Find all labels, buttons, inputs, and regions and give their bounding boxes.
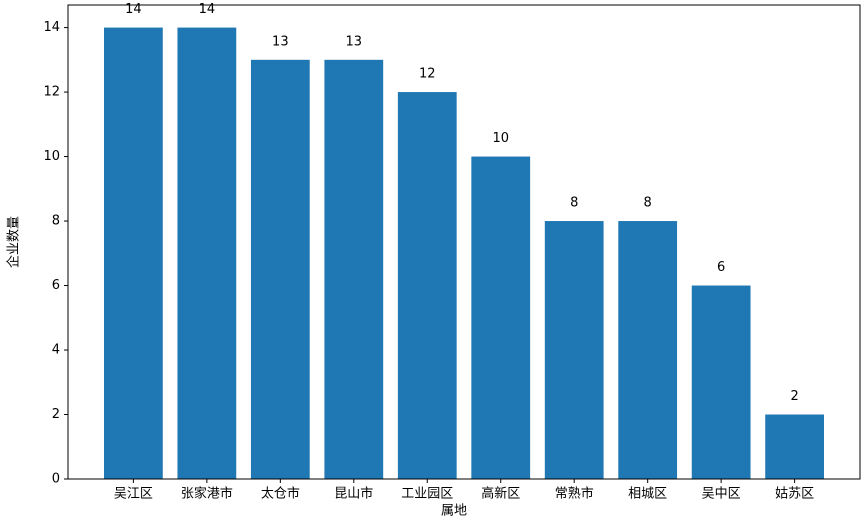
bar xyxy=(397,92,457,480)
bar xyxy=(765,414,824,479)
value-label: 8 xyxy=(570,196,578,211)
value-label: 14 xyxy=(125,2,142,17)
y-tick-label: 10 xyxy=(43,149,60,164)
x-tick-label: 相城区 xyxy=(628,487,667,502)
x-tick-label: 昆山市 xyxy=(334,486,373,502)
value-label: 2 xyxy=(790,389,798,404)
value-label: 8 xyxy=(644,196,652,211)
x-tick-label: 常熟市 xyxy=(555,486,594,502)
value-label: 6 xyxy=(717,260,725,275)
bar xyxy=(544,221,604,479)
x-tick-label: 吴江区 xyxy=(114,487,153,502)
y-tick-label: 4 xyxy=(52,343,60,358)
bar xyxy=(691,285,751,479)
value-label: 10 xyxy=(492,131,509,146)
bar xyxy=(324,59,384,480)
y-tick-label: 12 xyxy=(43,85,60,100)
y-tick-label: 0 xyxy=(52,472,60,487)
x-axis-label: 属地 xyxy=(441,504,467,519)
plot-frame xyxy=(67,4,861,480)
value-label: 13 xyxy=(346,34,363,49)
y-tick-label: 6 xyxy=(52,278,60,293)
y-tick-label: 8 xyxy=(52,214,60,229)
bar xyxy=(250,59,310,480)
y-tick-label: 14 xyxy=(43,20,60,35)
x-tick-label: 太仓市 xyxy=(261,486,300,502)
y-tick-label: 2 xyxy=(52,407,60,422)
bar xyxy=(471,156,531,479)
value-label: 14 xyxy=(199,2,216,17)
bar xyxy=(177,27,237,479)
x-tick-label: 吴中区 xyxy=(702,487,741,502)
bar xyxy=(618,221,678,479)
value-label: 12 xyxy=(419,67,436,82)
x-tick-label: 工业园区 xyxy=(401,487,453,502)
x-tick-label: 姑苏区 xyxy=(775,486,814,502)
x-tick-label: 张家港市 xyxy=(181,486,233,502)
value-label: 13 xyxy=(272,34,289,49)
bar xyxy=(104,27,163,479)
y-axis-label: 企业数量 xyxy=(6,216,22,268)
x-tick-label: 高新区 xyxy=(481,486,520,502)
